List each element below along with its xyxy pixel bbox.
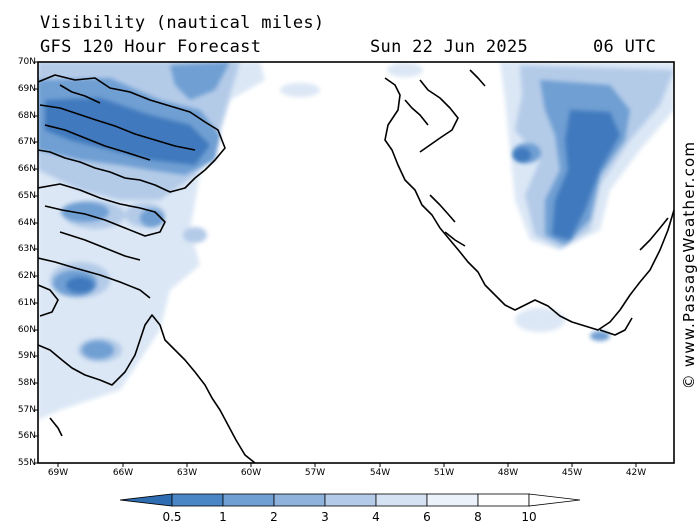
coastlines xyxy=(38,69,674,463)
lat-label: 63N xyxy=(17,244,36,254)
credit-text: © www.PassageWeather.com xyxy=(680,140,698,390)
lat-label: 61N xyxy=(17,298,36,308)
lat-label: 67N xyxy=(17,137,36,147)
lon-label: 42W xyxy=(625,468,647,478)
colorbar-label: 1 xyxy=(219,510,227,524)
lat-label: 65N xyxy=(17,191,36,201)
lat-label: 55N xyxy=(17,458,36,468)
colorbar-label: 4 xyxy=(372,510,380,524)
colorbar-label: 3 xyxy=(321,510,329,524)
colorbar-label: 8 xyxy=(474,510,482,524)
lat-label: 69N xyxy=(17,84,36,94)
forecast-date: Sun 22 Jun 2025 xyxy=(370,37,529,57)
lat-label: 70N xyxy=(17,57,36,67)
lon-label: 57W xyxy=(304,468,326,478)
lon-label: 45W xyxy=(561,468,583,478)
lat-label: 59N xyxy=(17,351,36,361)
lon-label: 51W xyxy=(433,468,455,478)
colorbar xyxy=(119,493,581,507)
model-label: GFS 120 Hour Forecast xyxy=(40,37,262,57)
lon-label: 69W xyxy=(47,468,69,478)
map-frame xyxy=(37,61,675,464)
lon-label: 66W xyxy=(112,468,134,478)
lon-label: 63W xyxy=(176,468,198,478)
lat-label: 64N xyxy=(17,218,36,228)
forecast-time: 06 UTC xyxy=(593,37,657,57)
colorbar-label: 6 xyxy=(423,510,431,524)
lat-label: 58N xyxy=(17,378,36,388)
lat-label: 60N xyxy=(17,325,36,335)
colorbar-label: 10 xyxy=(521,510,537,524)
visibility-field xyxy=(38,62,674,420)
lon-label: 60W xyxy=(240,468,262,478)
lat-label: 68N xyxy=(17,111,36,121)
lat-label: 62N xyxy=(17,271,36,281)
colorbar-label: 0.5 xyxy=(162,510,182,524)
lat-label: 56N xyxy=(17,431,36,441)
lon-label: 54W xyxy=(369,468,391,478)
colorbar-label: 2 xyxy=(270,510,278,524)
lat-label: 66N xyxy=(17,164,36,174)
lon-label: 48W xyxy=(497,468,519,478)
lat-label: 57N xyxy=(17,405,36,415)
chart-title: Visibility (nautical miles) xyxy=(40,13,325,33)
axis-ticks xyxy=(34,61,637,467)
